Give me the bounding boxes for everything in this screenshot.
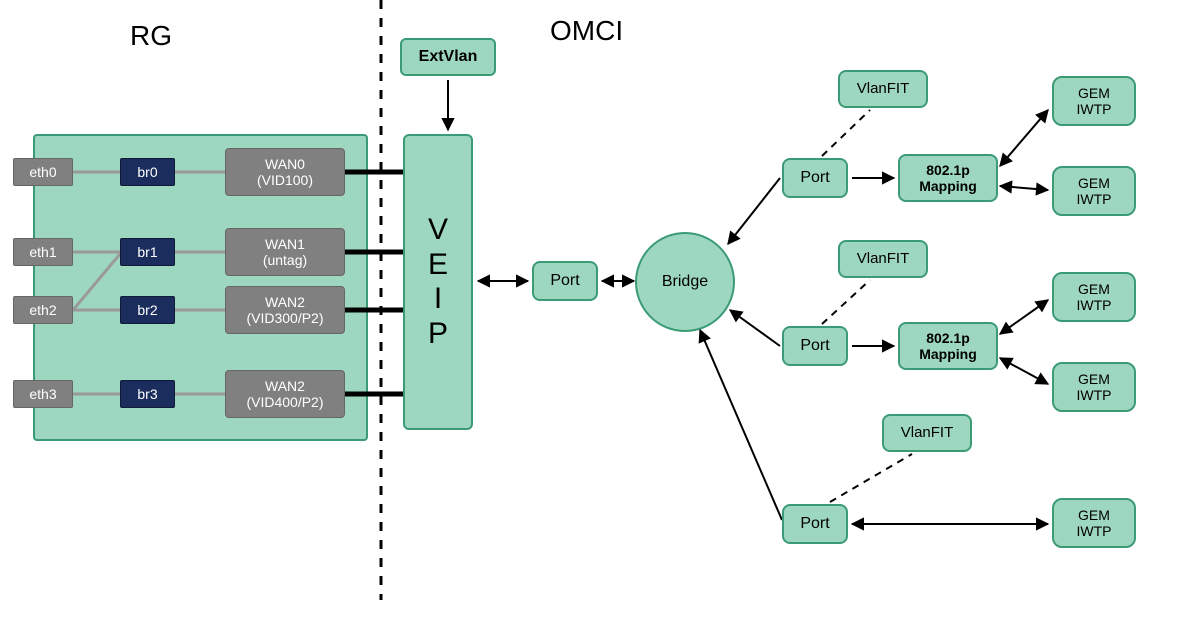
node-port1: Port xyxy=(782,158,848,198)
node-br0: br0 xyxy=(120,158,175,186)
node-gem2: GEM IWTP xyxy=(1052,166,1136,216)
node-br1: br1 xyxy=(120,238,175,266)
node-port2: Port xyxy=(782,326,848,366)
node-gem1: GEM IWTP xyxy=(1052,76,1136,126)
node-gem4: GEM IWTP xyxy=(1052,362,1136,412)
node-port0: Port xyxy=(532,261,598,301)
node-map2: 802.1p Mapping xyxy=(898,322,998,370)
node-bridge: Bridge xyxy=(635,232,735,332)
node-br2: br2 xyxy=(120,296,175,324)
node-extvlan: ExtVlan xyxy=(400,38,496,76)
node-eth0: eth0 xyxy=(13,158,73,186)
node-port3: Port xyxy=(782,504,848,544)
node-vlanfit2: VlanFIT xyxy=(838,240,928,278)
nodes-layer: eth0 eth1 eth2 eth3 br0 br1 br2 br3 WAN0 (VID100… xyxy=(0,0,1178,618)
node-vlanfit1: VlanFIT xyxy=(838,70,928,108)
node-br3: br3 xyxy=(120,380,175,408)
node-wan2: WAN2 (VID300/P2) xyxy=(225,286,345,334)
node-eth3: eth3 xyxy=(13,380,73,408)
node-gem5: GEM IWTP xyxy=(1052,498,1136,548)
node-eth2: eth2 xyxy=(13,296,73,324)
node-map1: 802.1p Mapping xyxy=(898,154,998,202)
node-wan3: WAN2 (VID400/P2) xyxy=(225,370,345,418)
node-wan1: WAN1 (untag) xyxy=(225,228,345,276)
node-eth1: eth1 xyxy=(13,238,73,266)
node-wan0: WAN0 (VID100) xyxy=(225,148,345,196)
node-gem3: GEM IWTP xyxy=(1052,272,1136,322)
node-veip: V E I P xyxy=(403,134,473,430)
node-vlanfit3: VlanFIT xyxy=(882,414,972,452)
